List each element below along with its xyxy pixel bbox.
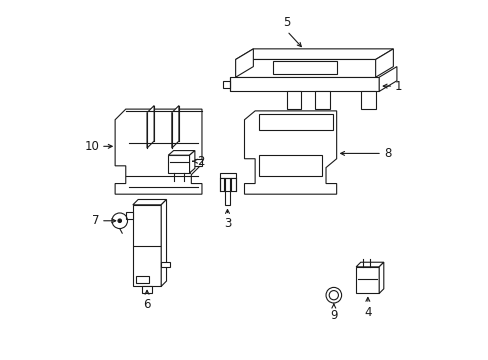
Polygon shape — [161, 261, 170, 267]
Polygon shape — [355, 267, 378, 293]
Text: 7: 7 — [91, 214, 99, 227]
Polygon shape — [189, 150, 195, 173]
Polygon shape — [258, 114, 332, 130]
Polygon shape — [142, 286, 152, 293]
Polygon shape — [168, 155, 189, 173]
Polygon shape — [375, 49, 392, 77]
Polygon shape — [136, 276, 148, 283]
Polygon shape — [224, 176, 230, 205]
Polygon shape — [378, 262, 383, 293]
Polygon shape — [161, 199, 166, 286]
Polygon shape — [231, 178, 235, 191]
Polygon shape — [258, 155, 322, 176]
Polygon shape — [171, 105, 179, 148]
Polygon shape — [272, 61, 336, 74]
Polygon shape — [187, 159, 202, 166]
Text: 1: 1 — [394, 80, 402, 93]
Polygon shape — [361, 91, 375, 109]
Circle shape — [118, 219, 121, 222]
Polygon shape — [223, 81, 230, 88]
Text: 6: 6 — [143, 298, 150, 311]
Text: 2: 2 — [197, 155, 204, 168]
Polygon shape — [147, 105, 154, 148]
Polygon shape — [378, 67, 396, 91]
Polygon shape — [220, 178, 224, 191]
Polygon shape — [230, 77, 378, 91]
Polygon shape — [244, 111, 336, 194]
Text: 3: 3 — [224, 217, 231, 230]
Text: 4: 4 — [364, 306, 371, 319]
Polygon shape — [235, 49, 253, 77]
Polygon shape — [133, 199, 166, 205]
Polygon shape — [126, 212, 133, 219]
Polygon shape — [235, 49, 392, 59]
Polygon shape — [315, 91, 329, 109]
Text: 9: 9 — [329, 309, 337, 322]
Text: 5: 5 — [283, 16, 290, 30]
Polygon shape — [355, 262, 383, 267]
Polygon shape — [115, 109, 202, 194]
Polygon shape — [286, 91, 301, 109]
Polygon shape — [235, 59, 375, 77]
Polygon shape — [220, 173, 235, 178]
Text: 10: 10 — [84, 140, 99, 153]
Polygon shape — [168, 150, 195, 155]
Text: 8: 8 — [383, 147, 390, 160]
Polygon shape — [133, 205, 161, 286]
